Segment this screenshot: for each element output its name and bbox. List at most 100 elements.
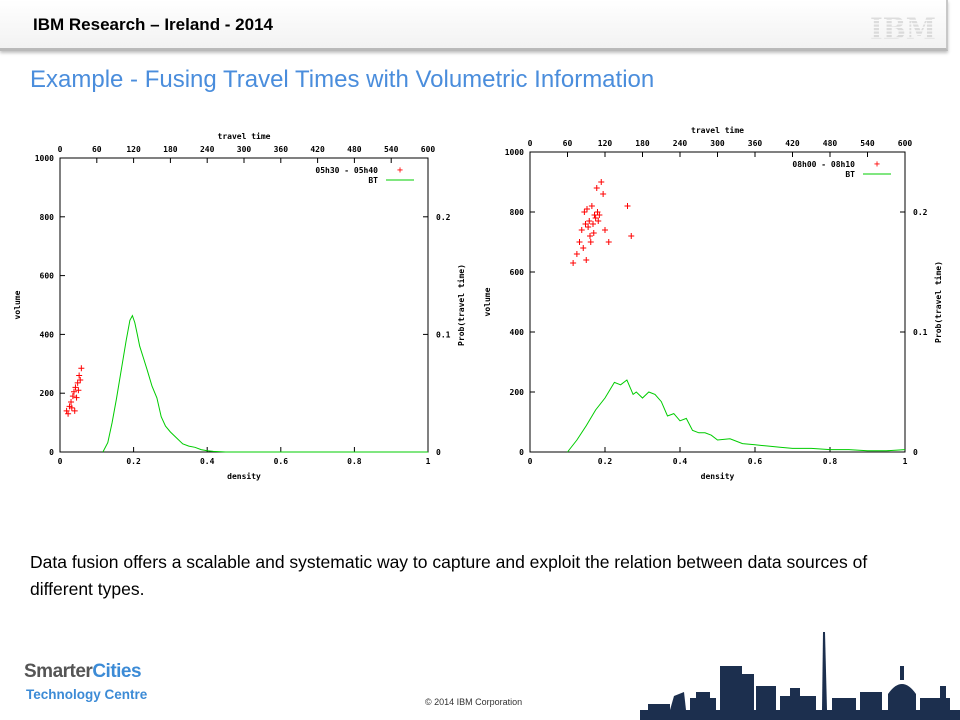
data-point [63,407,70,414]
y-tick-label: 1000 [505,148,524,157]
data-point [593,185,600,191]
x-tick-label: 0.2 [126,457,141,466]
data-point [70,388,77,395]
data-point [628,233,635,239]
x-tick-label: 1 [426,457,431,466]
logo-cities-text: Cities [92,661,142,682]
y-tick-label: 200 [40,389,55,398]
x2-tick-label: 240 [673,139,688,148]
x2-tick-label: 240 [200,145,215,154]
header-bar: IBM Research – Ireland - 2014 IBM [0,0,948,51]
data-point [69,393,76,400]
plot-frame [529,151,906,453]
x-tick-label: 0.2 [598,457,613,466]
y2-axis-label: Prob(travel time) [456,264,466,346]
y2-tick-label: 0 [436,448,441,457]
x2-tick-label: 360 [274,145,289,154]
x2-tick-label: 0 [58,145,63,154]
x-tick-label: 0.4 [673,457,688,466]
x-tick-label: 0.6 [748,457,763,466]
bt-series-line [567,379,906,453]
y-tick-label: 200 [510,388,525,397]
y-tick-label: 0 [519,448,524,457]
y-tick-label: 600 [40,272,55,281]
x2-tick-label: 300 [710,139,725,148]
x2-tick-label: 480 [823,139,838,148]
data-point [576,239,583,245]
data-point [77,376,84,383]
y2-tick-label: 0.2 [913,208,928,217]
data-point [68,404,75,411]
data-point [587,239,594,245]
data-point [581,209,588,215]
x2-tick-label: 180 [163,145,178,154]
data-point [65,410,72,417]
data-point [585,224,592,230]
data-point [578,227,585,233]
data-point [72,384,79,391]
data-point [74,379,81,386]
data-point [598,179,605,185]
smarter-cities-logo: SmarterCities [24,661,142,683]
x2-tick-label: 0 [528,139,533,148]
y-tick-label: 400 [510,328,525,337]
x-tick-label: 1 [903,457,908,466]
y-axis-label: volume [483,287,492,316]
data-point [590,230,597,236]
data-point [76,372,83,379]
data-point [580,245,587,251]
data-point [71,407,78,414]
legend-label: 05h30 - 05h40 [315,166,378,175]
data-point [582,221,589,227]
body-text: Data fusion offers a scalable and system… [30,552,868,599]
x2-tick-label: 420 [310,145,325,154]
x-tick-label: 0 [528,457,533,466]
data-point [584,206,590,212]
x2-axis-label: travel time [691,125,744,135]
legend-marker-plus: + [397,165,403,176]
y2-tick-label: 0.1 [436,330,451,339]
logo-smarter-text: Smarter [24,661,93,682]
svg-text:IBM: IBM [870,14,936,42]
x2-tick-label: 60 [92,145,102,154]
slide-title: Example - Fusing Travel Times with Volum… [30,66,655,93]
x2-tick-label: 540 [860,139,875,148]
data-point [587,233,593,239]
ibm-logo: IBM [870,14,936,42]
data-point [590,221,596,227]
data-point [583,257,590,263]
y2-axis-label: Prob(travel time) [933,261,943,343]
legend-label: BT [845,170,855,179]
header-title: IBM Research – Ireland - 2014 [33,15,274,34]
data-point [586,218,593,224]
data-point [68,399,75,406]
x2-tick-label: 420 [785,139,800,148]
x-tick-label: 0.6 [274,457,289,466]
x-tick-label: 0.8 [347,457,362,466]
data-point [573,251,580,257]
y-axis-label: volume [13,290,22,319]
technology-centre-text: Technology Centre [26,687,148,702]
x-tick-label: 0.4 [200,457,215,466]
data-point [595,218,602,224]
data-point [75,387,82,394]
x2-tick-label: 60 [563,139,573,148]
y2-tick-label: 0.1 [913,328,928,337]
x2-tick-label: 540 [384,145,399,154]
x2-axis-label: travel time [218,131,271,141]
x2-tick-label: 480 [347,145,362,154]
data-point [605,239,612,245]
y-tick-label: 800 [510,208,525,217]
x2-tick-label: 120 [126,145,141,154]
bt-series-line [102,314,428,453]
y-tick-label: 800 [40,213,55,222]
x-tick-label: 0.8 [823,457,838,466]
x2-tick-label: 120 [598,139,613,148]
x2-tick-label: 300 [237,145,252,154]
legend-label: BT [368,176,378,185]
x2-tick-label: 360 [748,139,763,148]
data-point [624,203,631,209]
data-point [596,212,603,218]
